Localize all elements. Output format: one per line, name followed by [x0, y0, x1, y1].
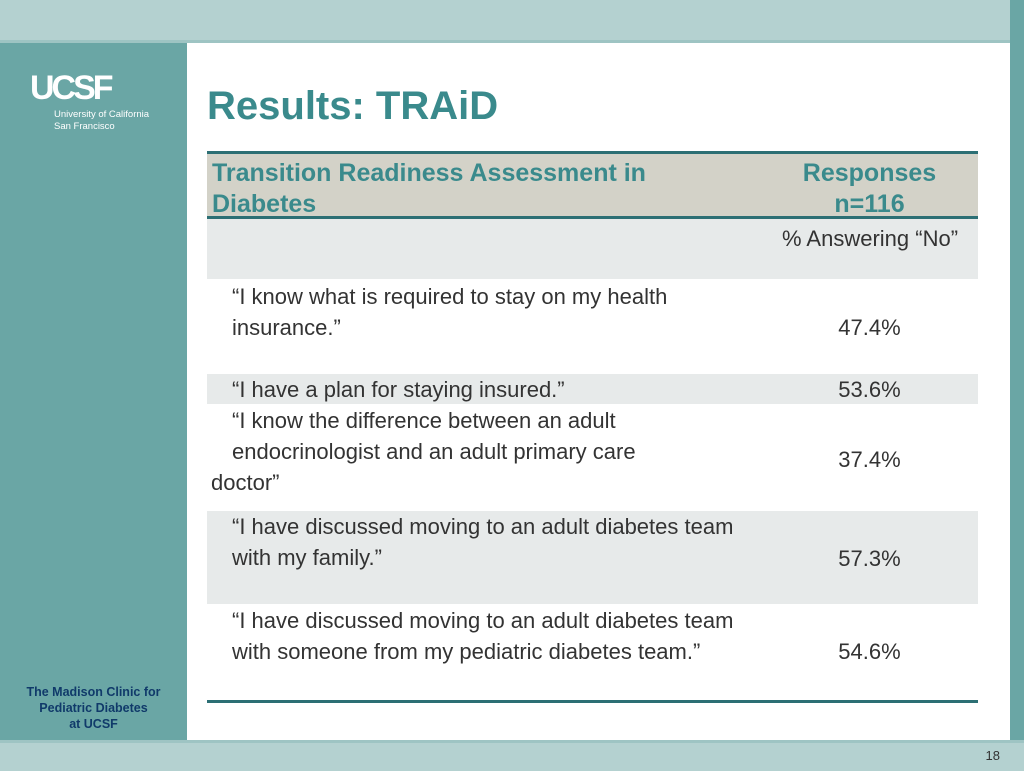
subheader-percent-no: % Answering “No”	[781, 226, 959, 251]
slide-title: Results: TRAiD	[207, 84, 499, 128]
row-question: “I know what is required to stay on my h…	[232, 284, 668, 340]
table-row: “I know what is required to stay on my h…	[207, 279, 978, 374]
ucsf-logo: UCSF University of California San Franci…	[30, 71, 170, 141]
row-question-line-1: “I know the difference between an adult	[232, 408, 616, 433]
ucsf-logo-subtitle: University of California San Francisco	[54, 109, 149, 133]
table-header-row: Transition Readiness Assessment in Diabe…	[207, 151, 978, 219]
row-percent: 57.3%	[838, 546, 901, 571]
ucsf-logo-mark: UCSF	[30, 69, 114, 107]
row-question: “I have discussed moving to an adult dia…	[232, 514, 734, 570]
table-row: “I have a plan for staying insured.” 53.…	[207, 374, 978, 404]
row-percent: 47.4%	[838, 315, 901, 340]
right-strip	[1010, 0, 1024, 768]
table-row: “I know the difference between an adult …	[207, 404, 978, 511]
header-responses-label: Responses	[802, 159, 937, 187]
row-question-line-2: endocrinologist and an adult primary car…	[232, 439, 636, 464]
row-question-line-3: doctor”	[211, 470, 280, 495]
logo-line-1: University of California	[54, 109, 150, 120]
left-sidebar	[0, 43, 187, 740]
results-table: Transition Readiness Assessment in Diabe…	[207, 151, 978, 703]
header-responses: Responses n=116	[777, 158, 962, 220]
logo-line-2: San Francisco	[54, 121, 115, 132]
row-percent: 54.6%	[838, 639, 901, 664]
row-question: “I know the difference between an adult …	[211, 405, 761, 498]
header-assessment: Transition Readiness Assessment in Diabe…	[212, 159, 646, 218]
clinic-line-2: Pediatric Diabetes	[39, 701, 148, 715]
bottom-bar	[0, 740, 1024, 771]
row-percent: 37.4%	[838, 447, 901, 472]
table-row: “I have discussed moving to an adult dia…	[207, 604, 978, 703]
clinic-line-1: The Madison Clinic for	[26, 685, 161, 699]
row-question: “I have a plan for staying insured.”	[232, 377, 565, 402]
page-number: 18	[985, 748, 1000, 763]
table-row: “I have discussed moving to an adult dia…	[207, 511, 978, 604]
top-bar	[0, 0, 1024, 43]
row-percent: 53.6%	[838, 377, 901, 402]
table-subheader-row: % Answering “No”	[207, 219, 978, 279]
clinic-line-3: at UCSF	[69, 717, 118, 731]
header-sample-size: n=116	[834, 190, 905, 218]
clinic-name: The Madison Clinic for Pediatric Diabete…	[10, 684, 177, 732]
row-question: “I have discussed moving to an adult dia…	[232, 608, 734, 664]
